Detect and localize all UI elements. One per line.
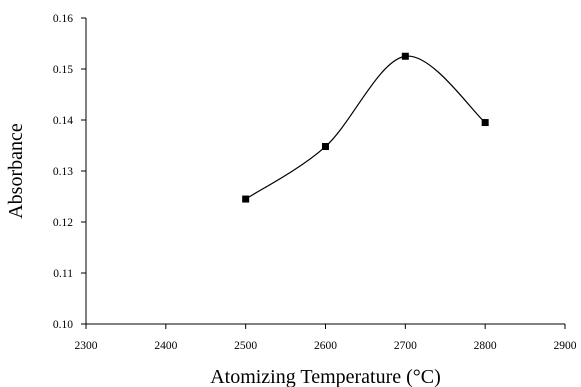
y-tick-label: 0.16 [53, 13, 73, 25]
y-tick-label: 0.15 [53, 64, 73, 76]
x-tick-label: 2800 [474, 340, 497, 352]
x-axis-title: Atomizing Temperature (°C) [210, 366, 441, 387]
x-tick-label: 2700 [394, 340, 417, 352]
data-point-marker [242, 195, 250, 203]
x-axis-ticks: 2300 2400 2500 2600 2700 2800 2900 [75, 324, 577, 352]
data-point-marker [322, 143, 329, 151]
y-axis-ticks: 0.10 0.11 0.12 0.13 0.14 0.15 0.16 [53, 13, 86, 331]
y-tick-label: 0.14 [53, 115, 73, 127]
x-tick-label: 2900 [554, 340, 577, 352]
y-tick-label: 0.12 [53, 217, 73, 229]
y-tick-label: 0.10 [53, 319, 73, 331]
x-tick-label: 2500 [234, 340, 257, 352]
y-axis-title: Absorbance [5, 123, 27, 219]
x-tick-label: 2600 [314, 340, 337, 352]
y-tick-label: 0.13 [53, 166, 73, 178]
y-tick-label: 0.11 [53, 268, 73, 280]
x-tick-label: 2300 [75, 340, 98, 352]
series-line [245, 55, 486, 200]
series-layer [242, 52, 489, 203]
data-point-marker [481, 119, 489, 127]
axes [85, 18, 565, 325]
x-tick-label: 2400 [154, 340, 177, 352]
data-point-marker [401, 52, 409, 60]
